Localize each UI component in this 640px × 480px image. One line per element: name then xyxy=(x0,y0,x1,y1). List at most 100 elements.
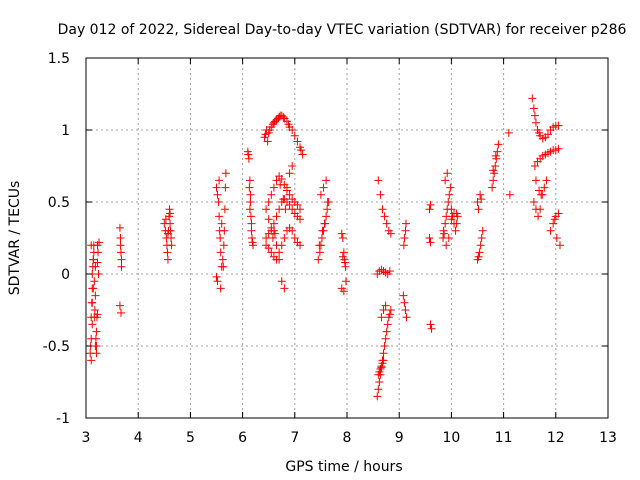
data-point xyxy=(477,195,486,204)
data-point xyxy=(386,306,395,314)
data-point xyxy=(165,205,174,214)
data-point xyxy=(337,229,346,238)
data-point xyxy=(401,306,410,314)
data-point xyxy=(549,219,558,228)
data-point xyxy=(491,162,500,170)
data-point xyxy=(244,154,253,163)
data-point xyxy=(340,255,349,264)
data-point xyxy=(375,378,384,386)
data-point xyxy=(93,258,102,267)
data-point xyxy=(277,277,286,286)
data-point xyxy=(89,284,98,293)
data-point xyxy=(381,268,390,277)
chart-title: Day 012 of 2022, Sidereal Day-to-day VTE… xyxy=(58,22,627,38)
data-point xyxy=(554,209,563,218)
data-point xyxy=(281,205,290,214)
data-point xyxy=(318,226,327,235)
data-point xyxy=(91,262,100,271)
data-point xyxy=(264,215,273,224)
data-point xyxy=(270,229,279,238)
data-point xyxy=(400,234,409,242)
data-point xyxy=(264,198,273,206)
data-point xyxy=(478,226,487,235)
data-point xyxy=(275,248,284,257)
data-point xyxy=(269,183,278,192)
data-point xyxy=(531,118,540,127)
data-point xyxy=(89,255,98,264)
data-point xyxy=(446,183,455,192)
data-point xyxy=(489,176,498,185)
data-point xyxy=(386,229,395,238)
data-point xyxy=(379,306,388,314)
data-point xyxy=(399,241,408,250)
data-point xyxy=(117,255,126,264)
data-point xyxy=(280,234,289,242)
data-point xyxy=(476,241,485,250)
data-point xyxy=(476,190,485,199)
data-point xyxy=(493,147,502,156)
data-point xyxy=(377,265,386,274)
data-point xyxy=(90,306,99,314)
data-point xyxy=(385,267,394,276)
x-tick-label: 4 xyxy=(134,430,143,446)
data-point xyxy=(400,298,409,307)
data-point xyxy=(117,262,126,271)
data-point xyxy=(426,238,435,247)
data-point xyxy=(323,198,332,206)
data-point xyxy=(491,151,500,160)
data-point xyxy=(322,176,331,185)
data-point xyxy=(447,205,456,214)
data-point xyxy=(247,234,256,242)
data-point xyxy=(296,215,305,224)
data-point xyxy=(380,212,389,221)
data-point xyxy=(536,205,545,214)
data-point xyxy=(288,126,297,134)
data-point xyxy=(297,146,306,155)
data-point xyxy=(552,234,561,242)
x-tick-label: 11 xyxy=(495,430,513,446)
data-point xyxy=(269,219,278,228)
data-point xyxy=(245,176,254,185)
data-point xyxy=(537,190,546,199)
y-tick-label: 1.5 xyxy=(48,51,70,67)
data-point xyxy=(442,241,451,250)
data-point xyxy=(380,342,389,350)
data-point xyxy=(88,320,97,329)
data-point xyxy=(116,234,125,242)
data-point xyxy=(381,301,390,310)
data-point xyxy=(441,176,450,185)
data-point xyxy=(246,190,255,199)
data-point xyxy=(426,200,435,209)
data-point xyxy=(166,219,175,228)
data-point xyxy=(379,356,388,365)
data-point xyxy=(248,238,257,247)
data-point xyxy=(90,277,99,286)
data-point xyxy=(218,255,227,264)
data-point xyxy=(94,270,103,278)
data-point xyxy=(425,234,434,242)
data-point xyxy=(296,241,305,250)
x-tick-label: 8 xyxy=(343,430,352,446)
data-point xyxy=(277,174,286,183)
data-point xyxy=(319,183,328,192)
data-point xyxy=(376,190,385,199)
data-point xyxy=(317,234,326,242)
data-point xyxy=(116,308,125,317)
y-tick-label: 0 xyxy=(61,267,70,283)
data-point xyxy=(535,186,544,195)
data-point xyxy=(220,226,229,235)
data-point xyxy=(91,291,100,300)
data-point xyxy=(477,234,486,242)
data-point xyxy=(285,169,294,178)
data-point xyxy=(212,183,221,192)
data-point xyxy=(163,248,172,257)
data-point xyxy=(402,313,411,322)
data-point xyxy=(263,137,272,146)
data-point xyxy=(212,272,221,281)
data-point xyxy=(540,183,549,192)
data-point xyxy=(339,287,348,296)
data-point xyxy=(322,212,331,221)
data-point xyxy=(220,205,229,214)
data-point xyxy=(267,248,276,257)
data-point xyxy=(385,310,394,319)
